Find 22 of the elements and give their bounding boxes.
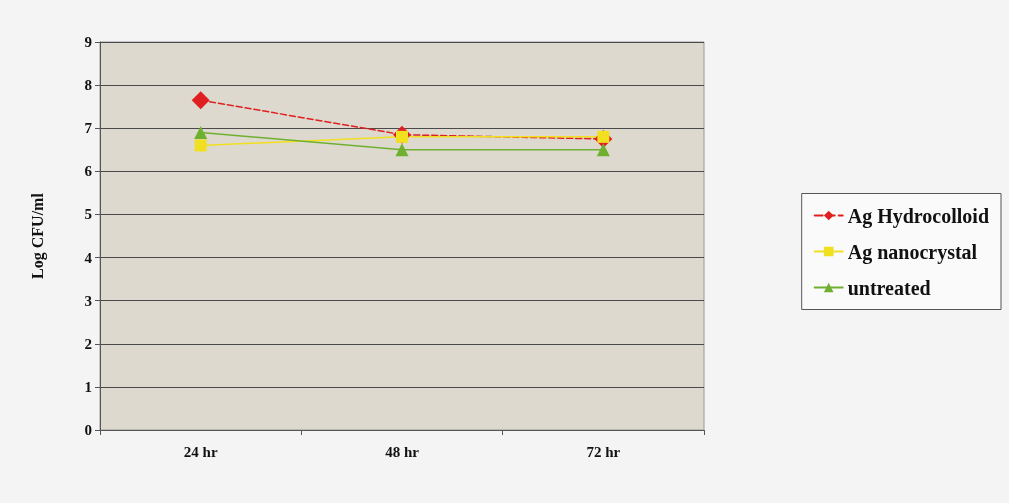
y-tick-label: 9	[84, 34, 92, 50]
point	[194, 126, 208, 140]
y-axis-title: Log CFU/ml	[28, 192, 47, 279]
y-tick-label: 3	[84, 292, 92, 309]
y-tick-label: 0	[84, 422, 92, 438]
y-tick-label: 4	[84, 249, 93, 266]
x-tick-label: 48 hr	[385, 443, 420, 460]
y-tick-label: 8	[84, 77, 92, 94]
legend-label: Ag nanocrystal	[847, 240, 978, 264]
legend-label: untreated	[847, 276, 931, 299]
point	[191, 91, 210, 110]
x-tick-label: 24 hr	[183, 443, 218, 460]
point	[596, 143, 610, 157]
legend-label: Ag Hydrocolloid	[847, 204, 989, 228]
point	[395, 143, 409, 157]
point	[194, 139, 207, 152]
y-tick-label: 1	[84, 378, 92, 395]
y-tick-label: 2	[84, 335, 92, 352]
y-tick-label: 6	[84, 163, 93, 180]
y-tick-label: 5	[84, 206, 92, 223]
x-tick-label: 72 hr	[586, 443, 621, 460]
y-tick-label: 7	[84, 120, 93, 137]
